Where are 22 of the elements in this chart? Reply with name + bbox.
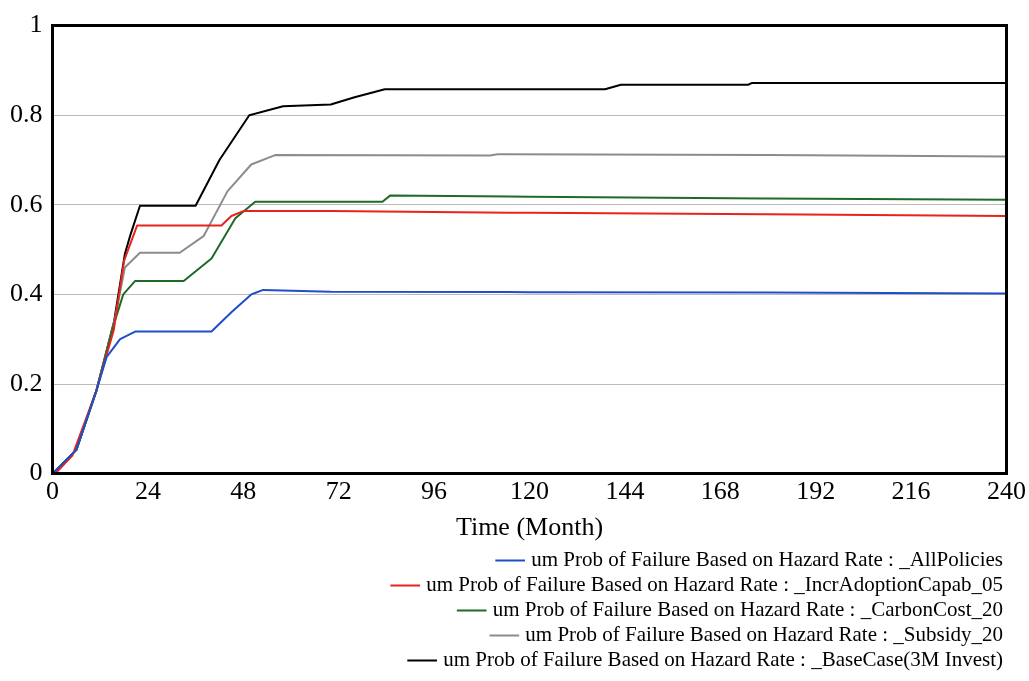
x-tick-label: 120 xyxy=(510,476,549,506)
x-tick-label: 216 xyxy=(891,476,931,506)
y-tick-label: 0.8 xyxy=(10,99,43,129)
legend-label: um Prob of Failure Based on Hazard Rate : _CarbonCost_20 xyxy=(492,597,1003,622)
x-tick-label: 72 xyxy=(325,476,352,506)
y-tick-label: 0.2 xyxy=(10,367,43,397)
x-tick-label: 144 xyxy=(605,476,645,506)
x-tick-label: 240 xyxy=(987,476,1026,506)
legend-label: um Prob of Failure Based on Hazard Rate : _AllPolicies xyxy=(531,547,1003,572)
legend-label: um Prob of Failure Based on Hazard Rate : _BaseCase(3M Invest) xyxy=(443,647,1004,672)
legend-label: um Prob of Failure Based on Hazard Rate : _Subsidy_20 xyxy=(525,622,1004,647)
x-tick-label: 48 xyxy=(230,476,257,506)
x-tick-label: 24 xyxy=(134,476,161,506)
x-tick-label: 96 xyxy=(421,476,448,506)
x-axis-title: Time (Month) xyxy=(455,512,604,542)
y-tick-label: 0.4 xyxy=(10,278,43,308)
y-tick-label: 0 xyxy=(29,457,43,487)
x-tick-label: 192 xyxy=(796,476,836,506)
y-tick-label: 0.6 xyxy=(10,188,43,218)
y-tick-label: 1 xyxy=(29,9,43,39)
x-tick-label: 168 xyxy=(700,476,740,506)
legend-label: um Prob of Failure Based on Hazard Rate : _IncrAdoptionCapab_05 xyxy=(426,572,1004,597)
